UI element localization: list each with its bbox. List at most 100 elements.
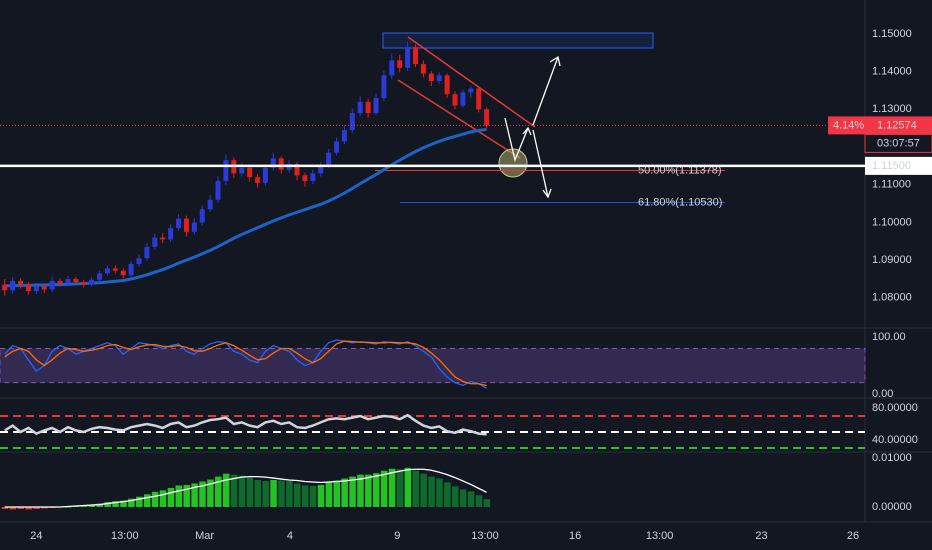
candle-body: [104, 268, 110, 274]
y-tick-label: 40.00000: [872, 434, 918, 446]
signal-line: [4, 468, 487, 508]
candle-body: [128, 263, 134, 276]
histogram-bar: [380, 470, 388, 507]
candle-body: [341, 130, 347, 142]
histogram-bar: [1, 507, 9, 509]
histogram-bar: [459, 489, 467, 507]
indicator-line: [4, 413, 487, 436]
histogram-bar: [120, 500, 127, 507]
arrow-head: [522, 126, 532, 136]
histogram-bar: [25, 507, 32, 510]
candle-body: [262, 167, 268, 183]
histogram-bar: [9, 507, 17, 510]
candle-body: [10, 280, 16, 291]
histogram-bar: [167, 487, 175, 507]
candle-body: [302, 175, 308, 181]
candle-body: [160, 237, 166, 240]
y-tick-label: 1.08000: [872, 292, 912, 304]
support-label-box: [865, 156, 932, 175]
candle-body: [334, 141, 340, 153]
support-label: 1.11500: [872, 160, 911, 172]
histogram-bar: [444, 482, 451, 507]
histogram-bar: [428, 476, 435, 507]
candle-body: [294, 164, 300, 176]
candle-body: [436, 75, 442, 82]
candle-body: [191, 222, 197, 232]
histogram-bar: [365, 474, 372, 507]
candle-body: [65, 278, 71, 284]
candle-body: [49, 280, 55, 290]
candle-body: [223, 160, 229, 181]
histogram-bar: [333, 480, 341, 507]
histogram-bar: [175, 485, 183, 507]
candle-body: [452, 94, 458, 106]
x-tick-label: 16: [569, 530, 581, 542]
arrow-down: [532, 129, 549, 198]
y-tick-label: 1.11000: [872, 179, 911, 191]
candle-body: [420, 64, 426, 74]
y-tick-label: 0.01000: [872, 452, 912, 464]
x-tick-label: 24: [30, 530, 42, 542]
histogram-bar: [396, 469, 404, 507]
x-tick-label: 13:00: [646, 530, 674, 542]
histogram-bar: [199, 481, 206, 507]
y-tick-label: 1.13000: [872, 103, 912, 115]
histogram-bar: [301, 485, 309, 507]
arrow-path: [504, 117, 529, 163]
candle-body: [57, 280, 63, 284]
candle-body: [33, 286, 39, 292]
histogram-bar: [388, 468, 396, 507]
candle-body: [468, 88, 474, 93]
y-tick-label: 0.00: [872, 388, 893, 400]
candle-body: [318, 165, 324, 174]
candle-body: [476, 88, 482, 110]
histogram-bar: [17, 507, 25, 509]
candle-body: [247, 167, 253, 178]
histogram-bar: [33, 507, 40, 509]
candle-body: [112, 268, 118, 271]
candle-body: [183, 218, 189, 232]
candle-body: [397, 60, 403, 68]
histogram-bar: [222, 473, 230, 507]
histogram-bar: [104, 502, 111, 507]
histogram-bar: [452, 486, 459, 507]
candle-body: [2, 284, 8, 291]
candle-body: [41, 286, 47, 290]
arrows: [504, 55, 561, 199]
candle-body: [25, 284, 31, 292]
histogram-bar: [262, 481, 269, 507]
histogram-bar: [341, 478, 348, 507]
x-tick-label: 23: [755, 530, 767, 542]
histogram-bar: [270, 480, 277, 507]
x-tick-label: 13:00: [111, 530, 139, 542]
y-tick-label: 1.14000: [872, 66, 912, 78]
histogram-bar: [309, 485, 317, 507]
price-change: 4.14%: [833, 119, 864, 131]
candle-body: [89, 279, 95, 285]
histogram-bar: [278, 480, 285, 507]
histogram-bar: [41, 507, 48, 509]
candle-body: [176, 218, 182, 229]
candle-body: [120, 270, 126, 276]
histogram-bar: [159, 490, 167, 507]
y-tick-label: 0.00000: [872, 501, 912, 513]
candle-body: [255, 177, 261, 183]
fib-label: 61.80%(1.10530): [638, 196, 722, 208]
candle-body: [310, 173, 316, 181]
candle-body: [428, 73, 434, 82]
histogram-bar: [215, 476, 222, 507]
histogram-bar: [420, 473, 427, 507]
x-tick-label: 4: [287, 530, 293, 542]
histogram-bar: [404, 467, 412, 507]
histogram-bar: [467, 491, 475, 507]
histogram-bar: [254, 480, 262, 507]
candle-body: [97, 273, 103, 280]
candle-body: [152, 237, 158, 247]
histogram-bar: [475, 495, 483, 507]
candle-body: [357, 101, 363, 114]
histogram-bar: [96, 503, 104, 507]
y-tick-label: 80.00000: [872, 402, 918, 414]
candle-body: [460, 92, 466, 106]
